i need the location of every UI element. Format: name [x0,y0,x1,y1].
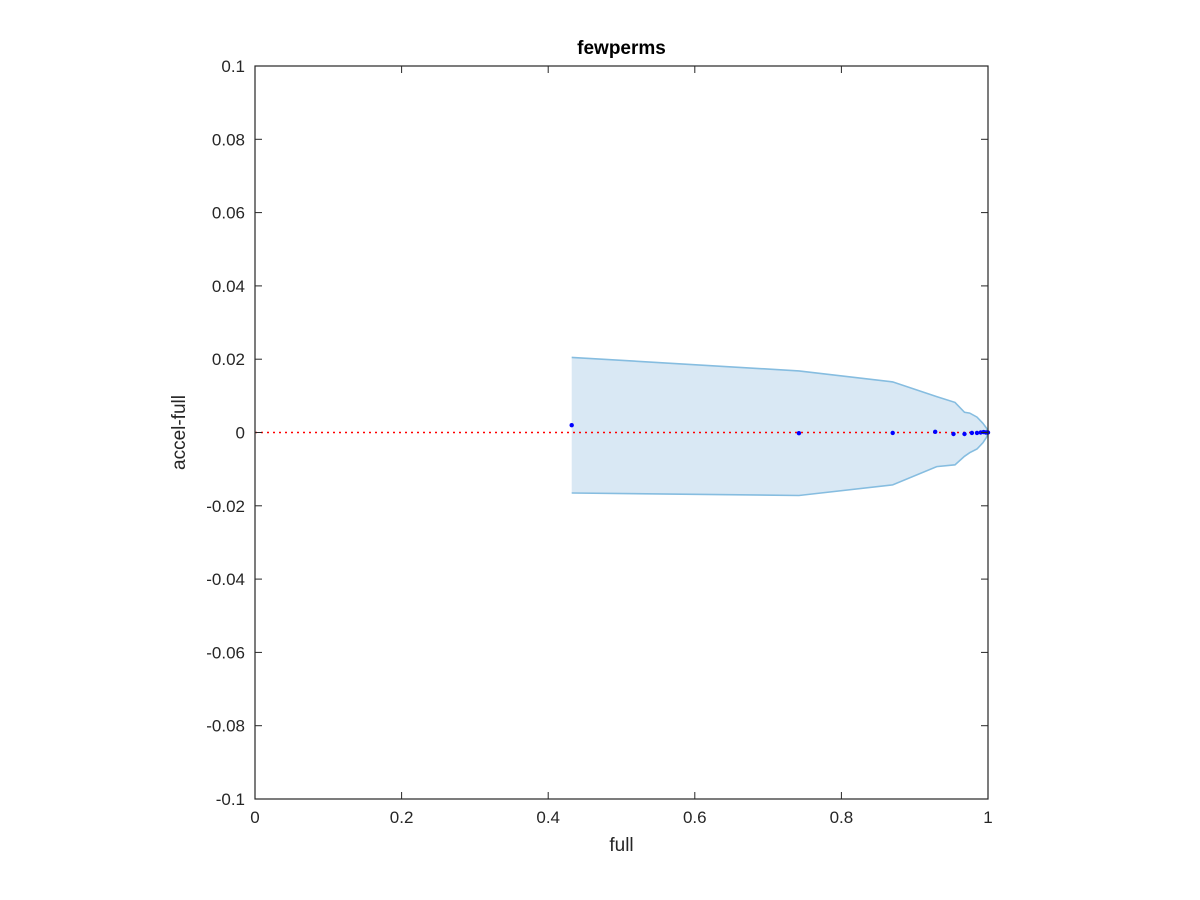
x-tick-label: 0.6 [683,808,707,827]
y-tick-label: -0.04 [206,570,245,589]
y-tick-label: 0.08 [212,130,245,149]
data-point [933,429,938,434]
data-point [962,431,967,437]
y-tick-label: -0.06 [206,643,245,662]
x-tick-label: 1 [983,808,992,827]
x-tick-label: 0 [250,808,259,827]
x-tick-label: 0.8 [830,808,854,827]
data-point [974,430,980,436]
x-axis-label: full [609,835,633,856]
x-tick-label: 0.4 [536,808,560,827]
chart-title: fewperms [577,38,666,59]
data-points [569,423,991,437]
data-point [969,430,975,436]
data-point [890,430,895,436]
y-tick-label: 0.06 [212,204,245,223]
y-tick-label: -0.1 [216,790,245,809]
y-tick-label: 0.02 [212,350,245,369]
y-tick-label: -0.02 [206,497,245,516]
plot-frame [254,65,989,800]
data-point [569,423,574,428]
data-point [951,431,956,437]
data-point [796,431,802,436]
band-upper-edge [571,356,989,433]
y-tick-label: -0.08 [206,717,245,736]
confidence-band [571,356,989,497]
tick-labels: 0 0.2 0.4 0.6 0.8 1 0.1 0.08 0.06 0.04 0.02 0 -0.02 -… [206,57,992,827]
band-fill [571,357,988,496]
y-tick-label: 0 [236,424,245,443]
band-lower-edge [571,432,989,497]
y-tick-label: 0.04 [212,277,245,296]
y-axis-label: accel-full [169,395,190,470]
y-tick-label: 0.1 [221,57,245,76]
x-tick-label: 0.2 [390,808,414,827]
